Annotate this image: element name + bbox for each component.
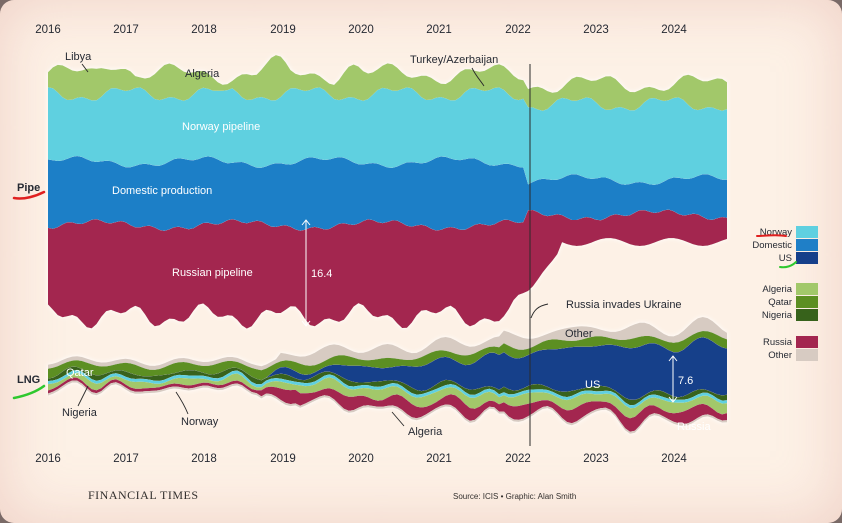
top-tick-2018: 2018 xyxy=(191,24,217,36)
top-tick-2020: 2020 xyxy=(348,24,374,36)
pipe-measure-arrow-top xyxy=(301,219,311,226)
other-lng-bottom-stream xyxy=(48,380,727,434)
legend-swatch-russia xyxy=(796,336,818,348)
lng-streams xyxy=(48,317,727,434)
brand-label: FINANCIAL TIMES xyxy=(88,488,199,502)
russia-lng-stream xyxy=(48,377,727,432)
qatar-lng-stream xyxy=(48,331,727,381)
top-tick-2021: 2021 xyxy=(426,24,452,36)
norway-lng-stream xyxy=(48,369,727,409)
lng-measure-arrow-bottom xyxy=(668,396,678,403)
nigeria-pointer xyxy=(77,385,89,407)
legend-swatch-us xyxy=(796,252,818,264)
norway-pipeline-stream xyxy=(48,87,727,185)
legend: Norway Domestic US Algeria Qatar Nigeria Russi… xyxy=(752,226,818,361)
turkey-pointer xyxy=(471,67,485,87)
legend-swatch-other xyxy=(796,349,818,361)
norway-lng-pointer xyxy=(175,391,189,415)
source-label: Source: ICIS • Graphic: Alan Smith xyxy=(453,492,576,501)
libya-pointer xyxy=(81,63,89,73)
bottom-year-ticks: 2016 2017 2018 2019 2020 2021 2022 2023 2024 xyxy=(35,453,687,465)
pipe-streams xyxy=(48,55,727,329)
top-tick-2017: 2017 xyxy=(113,24,139,36)
algeria-lng-pointer xyxy=(391,411,405,427)
pipe-value-label: 16.4 xyxy=(311,268,332,280)
domestic-label: Domestic production xyxy=(112,185,212,197)
pipe-panel-label: Pipe xyxy=(17,182,40,194)
top-tick-2023: 2023 xyxy=(583,24,609,36)
russian-pipeline-stream xyxy=(48,209,727,329)
nigeria-lng-label: Nigeria xyxy=(62,407,98,419)
legend-red-underline xyxy=(756,234,787,237)
nigeria-lng-stream xyxy=(48,366,727,406)
qatar-lng-label: Qatar xyxy=(66,367,94,379)
legend-label-russia: Russia xyxy=(763,337,793,348)
us-lng-label: US xyxy=(585,379,600,391)
norway-lng-label: Norway xyxy=(181,416,219,428)
legend-label-qatar: Qatar xyxy=(768,297,792,308)
top-tick-2024: 2024 xyxy=(661,24,687,36)
lng-measure-arrow-top xyxy=(668,355,678,362)
legend-swatch-nigeria xyxy=(796,309,818,321)
bottom-tick-2018: 2018 xyxy=(191,453,217,465)
algeria-lng-label: Algeria xyxy=(408,426,443,438)
bottom-tick-2023: 2023 xyxy=(583,453,609,465)
legend-label-algeria: Algeria xyxy=(762,284,792,295)
norway-pipe-label: Norway pipeline xyxy=(182,121,260,133)
bottom-tick-2021: 2021 xyxy=(426,453,452,465)
bottom-tick-2016: 2016 xyxy=(35,453,61,465)
top-tick-2022: 2022 xyxy=(505,24,531,36)
top-tick-2019: 2019 xyxy=(270,24,296,36)
legend-swatch-qatar xyxy=(796,296,818,308)
algeria-pipe-label: Algeria xyxy=(185,68,220,80)
bottom-tick-2024: 2024 xyxy=(661,453,687,465)
top-year-ticks: 2016 2017 2018 2019 2020 2021 2022 2023 2024 xyxy=(35,24,687,36)
pipe-red-underline xyxy=(12,190,46,200)
turkey-label: Turkey/Azerbaijan xyxy=(410,54,498,66)
legend-swatch-algeria xyxy=(796,283,818,295)
algeria-lng-stream xyxy=(48,372,727,419)
lng-panel-label: LNG xyxy=(17,374,40,386)
legend-label-other: Other xyxy=(768,350,792,361)
algeria-libya-turkey-stream xyxy=(48,55,727,111)
russian-pipe-label: Russian pipeline xyxy=(172,267,253,279)
lng-green-underline xyxy=(12,384,46,400)
pipe-measure-arrow-bottom xyxy=(301,320,311,327)
legend-label-nigeria: Nigeria xyxy=(762,310,793,321)
legend-label-domestic: Domestic xyxy=(752,240,792,251)
invasion-pointer xyxy=(530,303,549,319)
russia-lng-label: Russia xyxy=(677,421,712,433)
legend-swatch-norway xyxy=(796,226,818,238)
legend-swatch-domestic xyxy=(796,239,818,251)
lng-value-label: 7.6 xyxy=(678,375,693,387)
invasion-label: Russia invades Ukraine xyxy=(566,299,682,311)
legend-label-us: US xyxy=(779,253,792,264)
bottom-tick-2020: 2020 xyxy=(348,453,374,465)
other-lng-label: Other xyxy=(565,328,593,340)
libya-label: Libya xyxy=(65,51,92,63)
top-tick-2016: 2016 xyxy=(35,24,61,36)
legend-green-underline xyxy=(779,261,797,269)
domestic-production-stream xyxy=(48,156,727,231)
legend-label-norway: Norway xyxy=(760,227,792,238)
bottom-tick-2017: 2017 xyxy=(113,453,139,465)
bottom-tick-2019: 2019 xyxy=(270,453,296,465)
bottom-tick-2022: 2022 xyxy=(505,453,531,465)
us-lng-stream xyxy=(48,337,727,400)
